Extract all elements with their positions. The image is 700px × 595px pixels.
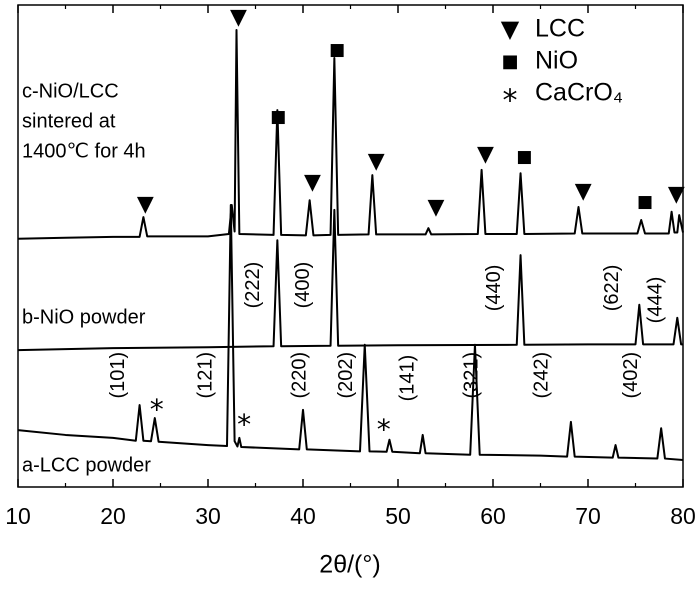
hkl-label: (402): [620, 352, 642, 399]
hkl-label: (202): [335, 352, 357, 399]
peak-marker: ▼: [668, 182, 685, 207]
plot-frame: [17, 4, 684, 488]
hkl-label: (242): [531, 352, 553, 399]
peak-marker: ■: [637, 192, 653, 212]
xrd-pattern: [17, 204, 684, 462]
peak-marker: *: [377, 413, 391, 446]
peak-marker: ■: [329, 40, 345, 60]
peak-marker: ▼: [368, 149, 385, 174]
peak-marker: ▼: [477, 142, 494, 167]
xrd-pattern: [17, 208, 683, 352]
legend-symbol: ■: [501, 51, 518, 72]
sample-label: sintered at: [22, 110, 116, 132]
hkl-label: (440): [483, 265, 505, 312]
sample-label: a-LCC powder: [22, 454, 151, 476]
x-tick-label: 10: [5, 503, 31, 529]
x-tick-label: 30: [195, 503, 221, 529]
hkl-label: (400): [292, 262, 314, 309]
peak-marker: ▼: [575, 179, 592, 204]
sample-label: c-NiO/LCC: [22, 80, 119, 102]
peak-marker: ▼: [428, 195, 445, 220]
peak-marker: ■: [516, 147, 532, 167]
x-tick-label: 20: [100, 503, 126, 529]
legend-label: LCC: [535, 15, 585, 43]
peak-marker: ▼: [230, 5, 247, 30]
legend-label: CaCrO₄: [535, 79, 623, 107]
legend-label: NiO: [535, 47, 578, 75]
hkl-label: (220): [288, 352, 310, 399]
xrd-pattern: [17, 29, 684, 240]
hkl-label: (141): [397, 355, 419, 402]
legend-symbol: *: [503, 84, 518, 119]
hkl-label: (222): [242, 262, 264, 309]
peak-marker: ▼: [137, 192, 154, 217]
peak-marker: ■: [270, 107, 286, 127]
x-tick-label: 70: [575, 503, 601, 529]
legend-symbol: ▼: [501, 15, 520, 43]
hkl-label: (121): [194, 352, 216, 399]
hkl-label: (101): [107, 352, 129, 399]
peak-marker: *: [150, 393, 164, 426]
x-tick-label: 60: [480, 503, 506, 529]
peak-marker: *: [237, 408, 251, 441]
peak-marker: ▼: [304, 170, 321, 195]
hkl-label: (444): [645, 277, 667, 324]
x-axis-label: 2θ/(°): [319, 551, 380, 579]
x-tick-label: 50: [385, 503, 411, 529]
hkl-label: (321): [460, 352, 482, 399]
x-tick-label: 40: [290, 503, 316, 529]
hkl-label: (622): [601, 265, 623, 312]
x-tick-label: 80: [670, 503, 696, 529]
sample-label: b-NiO powder: [22, 306, 146, 328]
sample-label: 1400℃ for 4h: [22, 140, 146, 162]
